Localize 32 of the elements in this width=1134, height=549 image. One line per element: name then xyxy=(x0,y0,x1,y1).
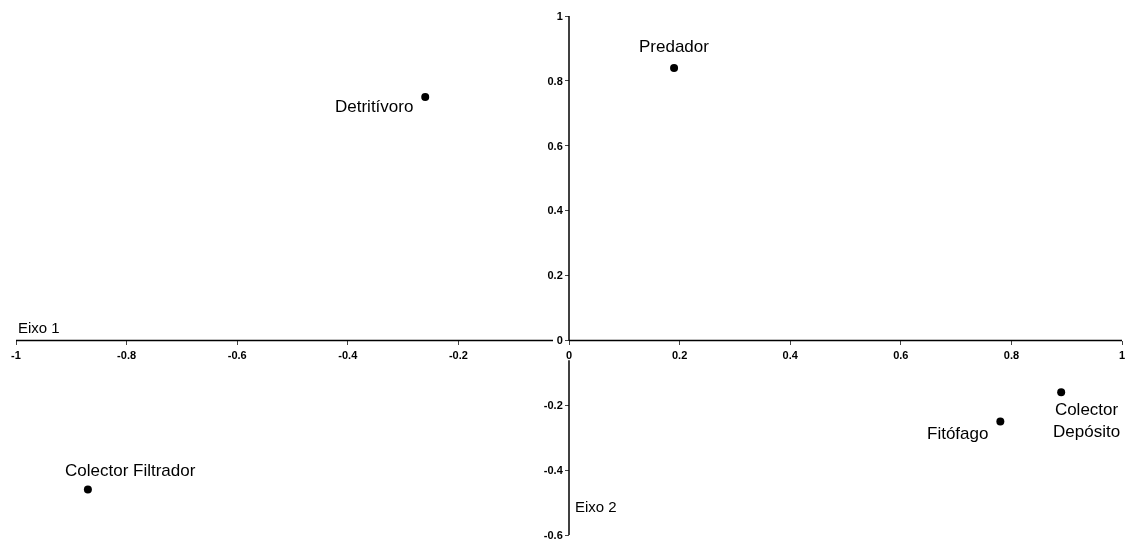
x-tick-label: 1 xyxy=(1118,348,1126,361)
y-axis-title: Eixo 2 xyxy=(575,498,617,515)
y-tick-label: 0.8 xyxy=(547,74,563,87)
point xyxy=(421,93,430,102)
x-tick-label: 0.2 xyxy=(671,348,688,361)
x-tick-label: -1 xyxy=(11,348,21,361)
point xyxy=(996,417,1005,426)
y-tick-label: -0.6 xyxy=(543,528,563,541)
annotation: Detritívoro xyxy=(335,97,414,116)
y-tick-label: 1 xyxy=(556,9,563,22)
point xyxy=(1057,388,1066,397)
y-tick-label: -0.2 xyxy=(543,399,563,412)
x-tick-label: -0.8 xyxy=(117,348,137,361)
annotation: Predador xyxy=(639,37,710,56)
x-tick-label: -0.6 xyxy=(227,348,247,361)
x-axis-title: Eixo 1 xyxy=(18,319,60,336)
annotation: Colector Filtrador xyxy=(65,461,196,480)
annotation: Colector Depósito xyxy=(1053,400,1121,442)
y-tick-label: 0.2 xyxy=(547,269,563,282)
x-tick-label: 0 xyxy=(565,348,573,361)
x-tick-label: -0.4 xyxy=(338,348,359,361)
point xyxy=(670,63,679,72)
x-tick-label: 0.8 xyxy=(1003,348,1020,361)
x-tick-label: 0.6 xyxy=(893,348,909,361)
y-tick-label: 0 xyxy=(556,334,563,347)
x-tick-label: 0.4 xyxy=(782,348,799,361)
y-tick-label: 0.4 xyxy=(547,204,564,217)
y-tick-label: -0.4 xyxy=(543,463,564,476)
point xyxy=(83,485,92,494)
y-tick-label: 0.6 xyxy=(547,139,563,152)
x-tick-label: -0.2 xyxy=(448,348,468,361)
annotation: Fitófago xyxy=(927,424,989,443)
